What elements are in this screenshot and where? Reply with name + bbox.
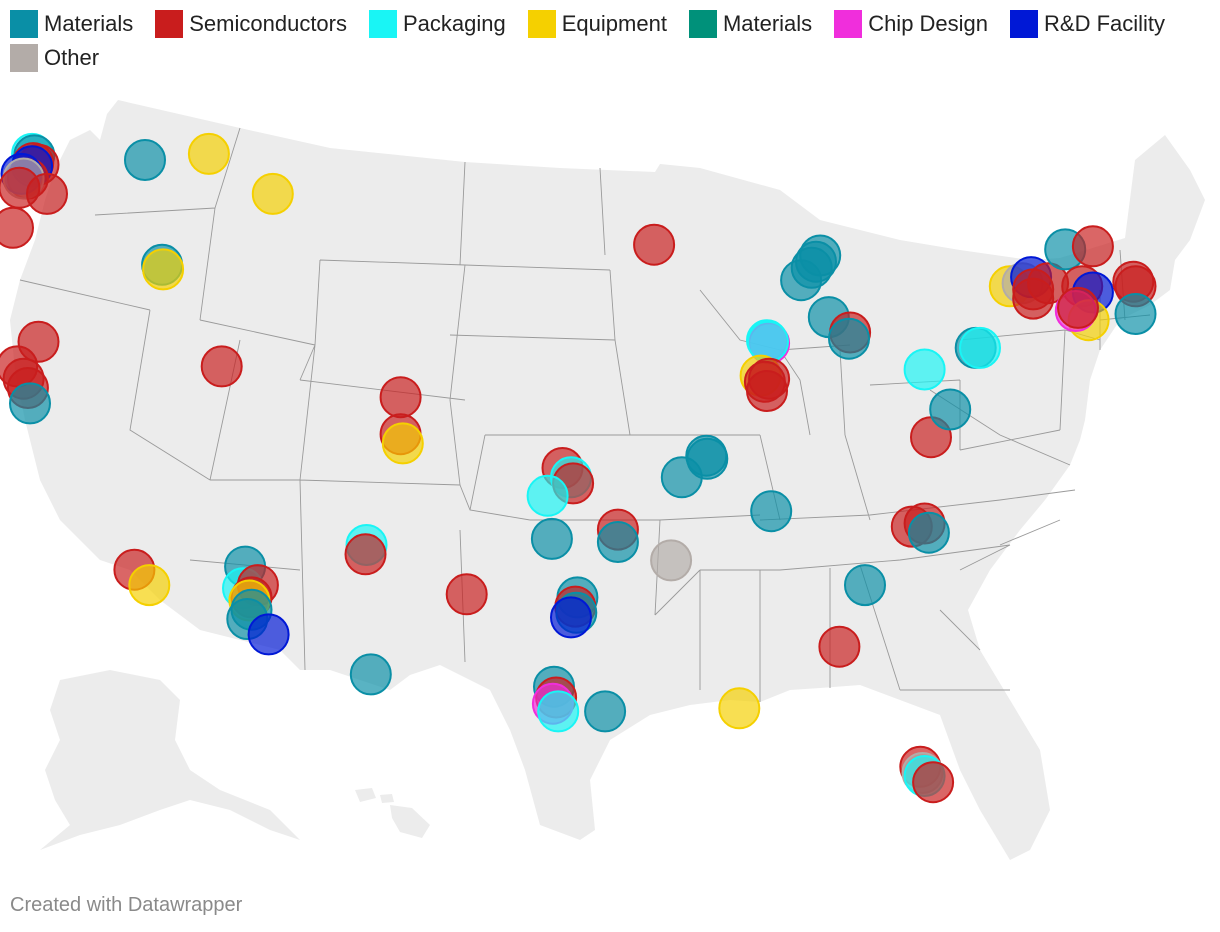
facility-marker[interactable]: [530, 517, 573, 560]
facility-marker[interactable]: [685, 434, 728, 477]
legend-label: Other: [44, 45, 100, 70]
facility-marker[interactable]: [799, 234, 842, 277]
legend-swatch: [10, 44, 38, 72]
legend-item: Chip Design: [834, 10, 988, 38]
facility-marker[interactable]: [124, 139, 166, 181]
facility-marker[interactable]: [537, 690, 580, 733]
us-map-svg: [0, 100, 1205, 860]
facility-marker[interactable]: [1114, 293, 1157, 335]
legend-item: Packaging: [369, 10, 506, 38]
facility-marker[interactable]: [844, 564, 886, 607]
legend-item: Materials: [10, 10, 133, 38]
state-borders-west: [19, 127, 531, 671]
legend-swatch: [688, 10, 717, 38]
legend-label: Materials: [44, 11, 134, 36]
facility-marker[interactable]: [349, 653, 392, 696]
legend-label: Semiconductors: [189, 11, 347, 36]
facility-marker[interactable]: [828, 317, 870, 360]
facility-marker[interactable]: [959, 326, 1001, 369]
facility-marker[interactable]: [0, 206, 34, 249]
legend-swatch: [155, 10, 184, 38]
facility-marker[interactable]: [1071, 225, 1114, 268]
facility-marker[interactable]: [142, 248, 185, 291]
facility-marker[interactable]: [251, 172, 294, 215]
legend-swatch: [369, 10, 397, 38]
credit-text: Created with Datawrapper: [10, 894, 243, 916]
legend-item: Semiconductors: [155, 10, 347, 38]
facility-marker[interactable]: [650, 539, 693, 582]
legend-swatch: [1010, 10, 1039, 38]
markers-layer: [0, 132, 1157, 804]
facility-marker[interactable]: [187, 132, 230, 175]
facility-marker[interactable]: [1057, 286, 1099, 329]
facility-marker[interactable]: [381, 422, 424, 465]
facility-marker[interactable]: [526, 474, 569, 517]
legend-item: Materials: [688, 10, 813, 38]
legend-item: R&D Facility: [1010, 10, 1165, 38]
legend-label: Equipment: [561, 11, 667, 36]
facility-marker[interactable]: [9, 382, 51, 425]
facility-marker[interactable]: [912, 761, 955, 804]
facility-marker[interactable]: [584, 690, 627, 733]
facility-marker[interactable]: [718, 687, 761, 730]
facility-marker[interactable]: [929, 388, 972, 431]
us-map: [0, 90, 1220, 870]
legend-swatch: [527, 10, 556, 38]
legend-label: Materials: [722, 11, 813, 36]
legend-item: Equipment: [527, 10, 667, 38]
hawaii-inset: [355, 788, 430, 838]
facility-marker[interactable]: [750, 490, 793, 533]
land-layer: [10, 100, 1205, 860]
facility-marker[interactable]: [633, 223, 676, 266]
legend-label: Chip Design: [868, 11, 989, 36]
facility-marker[interactable]: [200, 345, 243, 388]
legend-swatch: [10, 10, 38, 38]
facility-marker[interactable]: [596, 521, 639, 563]
legend-swatch: [834, 10, 863, 38]
facility-marker[interactable]: [247, 613, 290, 656]
facility-marker[interactable]: [379, 376, 422, 419]
facility-marker[interactable]: [903, 348, 946, 391]
legend-label: R&D Facility: [1044, 11, 1166, 36]
alaska-inset: [40, 670, 300, 850]
facility-marker[interactable]: [445, 573, 488, 616]
facility-marker[interactable]: [128, 564, 171, 607]
facility-marker[interactable]: [818, 625, 861, 668]
legend: Materials Semiconductors Packaging Equipmen…: [10, 10, 1210, 72]
facility-marker[interactable]: [746, 370, 788, 412]
legend-item: Other: [10, 44, 99, 72]
facility-marker[interactable]: [344, 533, 387, 576]
facility-marker[interactable]: [907, 511, 950, 554]
legend-label: Packaging: [403, 11, 506, 36]
facility-marker[interactable]: [26, 172, 68, 215]
contiguous-us-landmass: [10, 100, 1205, 860]
facility-marker[interactable]: [550, 596, 592, 639]
